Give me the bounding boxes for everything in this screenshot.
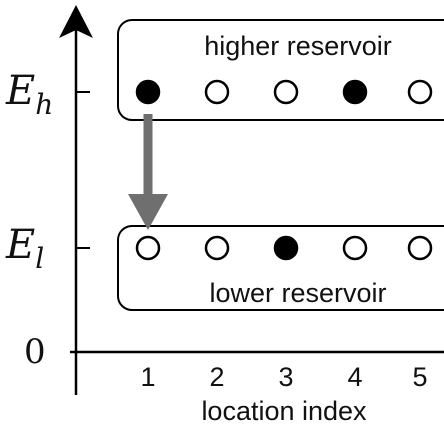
x-tick-label-4: 4 bbox=[347, 362, 362, 392]
lower-reservoir-label: lower reservoir bbox=[209, 278, 386, 308]
x-tick-label-2: 2 bbox=[209, 362, 224, 392]
x-axis-ticks: 1 2 3 4 5 bbox=[140, 362, 427, 392]
higher-reservoir-label: higher reservoir bbox=[204, 31, 392, 61]
x-tick-label-3: 3 bbox=[278, 362, 293, 392]
y-axis-arrowhead bbox=[59, 5, 93, 38]
higher-reservoir-sites bbox=[135, 79, 433, 105]
higher-reservoir-site-5-empty bbox=[407, 79, 433, 105]
transition-arrowhead bbox=[128, 194, 168, 230]
y-label-high: Eh bbox=[5, 68, 53, 121]
lower-reservoir-site-1-empty bbox=[135, 235, 161, 261]
y-label-zero: 0 bbox=[24, 332, 46, 372]
lower-reservoir-site-4-empty bbox=[342, 235, 368, 261]
x-tick-label-5: 5 bbox=[412, 362, 427, 392]
higher-reservoir-site-1-occupied bbox=[135, 79, 161, 105]
x-axis-title: location index bbox=[201, 396, 367, 426]
higher-reservoir-site-4-occupied bbox=[342, 79, 368, 105]
lower-reservoir-site-3-occupied bbox=[273, 235, 299, 261]
lower-reservoir-site-5-empty bbox=[407, 235, 433, 261]
lower-reservoir-site-2-empty bbox=[204, 235, 230, 261]
higher-reservoir-site-2-empty bbox=[204, 79, 230, 105]
higher-reservoir-site-3-empty bbox=[273, 79, 299, 105]
x-tick-label-1: 1 bbox=[140, 362, 155, 392]
y-label-low: El bbox=[5, 222, 44, 275]
lower-reservoir-sites bbox=[135, 235, 433, 261]
